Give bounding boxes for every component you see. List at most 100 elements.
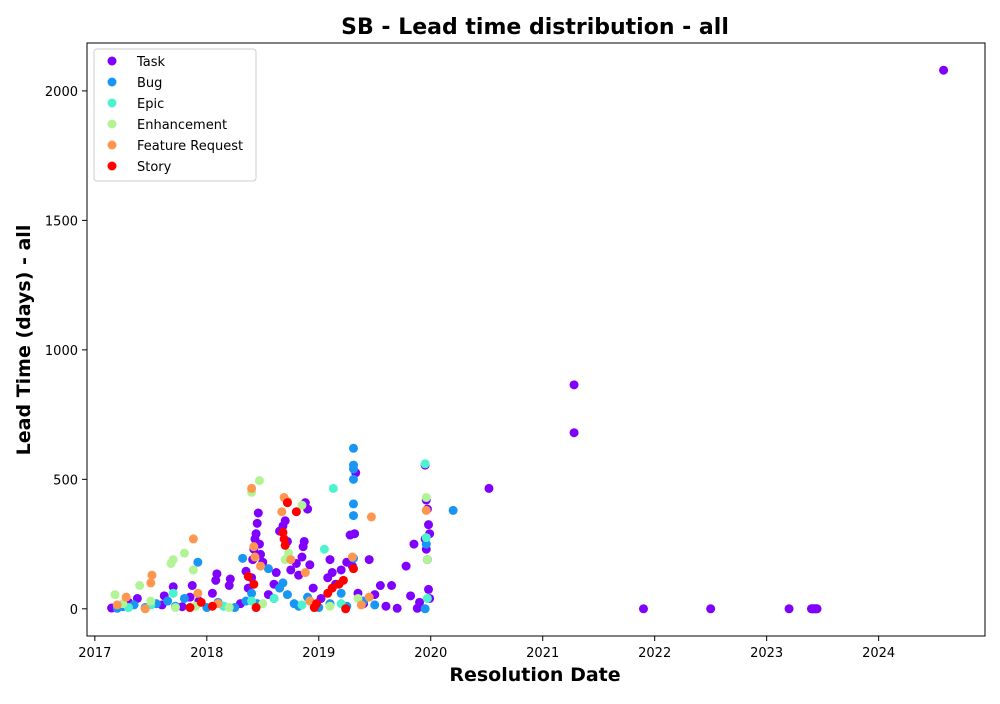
x-tick-label: 2017 bbox=[78, 646, 111, 661]
data-point bbox=[422, 593, 432, 603]
data-point bbox=[327, 583, 337, 593]
plot-area: 2017 2018 2019 2020 2021 2022 2023 2024 0 500 1000… bbox=[45, 42, 986, 661]
data-point bbox=[193, 557, 203, 567]
data-point bbox=[370, 600, 380, 610]
data-point bbox=[249, 579, 259, 589]
data-point bbox=[146, 578, 156, 588]
data-point bbox=[168, 582, 178, 592]
data-point bbox=[336, 565, 346, 575]
data-point bbox=[280, 516, 290, 526]
data-point bbox=[269, 593, 279, 603]
data-point bbox=[282, 590, 292, 600]
data-point bbox=[348, 564, 358, 574]
data-point bbox=[252, 518, 262, 528]
data-point bbox=[254, 476, 264, 486]
legend-marker bbox=[107, 119, 117, 129]
data-point bbox=[249, 542, 259, 552]
data-point bbox=[308, 583, 318, 593]
data-point bbox=[312, 599, 322, 609]
data-point bbox=[280, 540, 290, 550]
data-point bbox=[140, 604, 150, 614]
data-point bbox=[421, 492, 431, 502]
data-point bbox=[258, 599, 268, 609]
data-point bbox=[286, 555, 296, 565]
data-point bbox=[356, 600, 366, 610]
series-feature-request bbox=[112, 483, 431, 614]
data-point bbox=[327, 568, 337, 578]
data-point bbox=[300, 568, 310, 578]
x-tick-label: 2020 bbox=[414, 646, 447, 661]
data-point bbox=[448, 505, 458, 515]
data-point bbox=[247, 596, 257, 606]
data-point bbox=[177, 602, 187, 612]
data-point bbox=[305, 560, 315, 570]
legend-marker bbox=[107, 77, 117, 87]
legend-label: Task bbox=[136, 55, 166, 70]
data-point bbox=[207, 588, 217, 598]
data-point bbox=[121, 592, 131, 602]
data-point bbox=[569, 428, 579, 438]
data-point bbox=[212, 569, 222, 579]
series-epic bbox=[123, 459, 432, 613]
data-point bbox=[135, 581, 145, 591]
data-point bbox=[163, 596, 173, 606]
data-point bbox=[179, 593, 189, 603]
legend-label: Enhancement bbox=[137, 118, 227, 133]
data-point bbox=[424, 520, 434, 530]
data-point bbox=[319, 544, 329, 554]
data-point bbox=[243, 571, 253, 581]
data-point bbox=[170, 603, 180, 613]
data-point bbox=[168, 555, 178, 565]
data-point bbox=[421, 533, 431, 543]
data-point bbox=[299, 536, 309, 546]
data-point bbox=[278, 578, 288, 588]
legend: Task Bug Epic Enhancement Feature Request Sto… bbox=[93, 48, 257, 182]
series-enhancement bbox=[110, 476, 432, 613]
data-point bbox=[247, 483, 257, 493]
x-axis-label: Resolution Date bbox=[449, 664, 620, 686]
data-point bbox=[706, 604, 716, 614]
data-point bbox=[420, 459, 430, 469]
data-point bbox=[286, 565, 296, 575]
x-tick-label: 2018 bbox=[190, 646, 223, 661]
data-point bbox=[147, 570, 157, 580]
data-point bbox=[406, 591, 416, 601]
data-point bbox=[297, 500, 307, 510]
data-point bbox=[297, 552, 307, 562]
data-point bbox=[179, 548, 189, 558]
data-point bbox=[348, 499, 358, 509]
data-point bbox=[112, 600, 122, 610]
data-point bbox=[401, 561, 411, 571]
y-tick-label: 2000 bbox=[45, 85, 78, 100]
legend-label: Epic bbox=[137, 97, 164, 112]
data-point bbox=[336, 588, 346, 598]
data-point bbox=[338, 575, 348, 585]
data-point bbox=[366, 512, 376, 522]
data-point bbox=[256, 561, 266, 571]
data-point bbox=[146, 596, 156, 606]
data-point bbox=[187, 581, 197, 591]
data-point bbox=[409, 539, 419, 549]
legend-label: Story bbox=[137, 160, 172, 175]
data-point bbox=[422, 555, 432, 565]
data-point bbox=[421, 539, 431, 549]
data-point bbox=[348, 511, 358, 521]
data-point bbox=[247, 588, 257, 598]
data-point bbox=[193, 588, 203, 598]
data-point bbox=[250, 552, 260, 562]
data-point bbox=[350, 529, 360, 539]
data-point bbox=[225, 574, 235, 584]
data-point bbox=[251, 603, 261, 613]
data-point bbox=[375, 581, 385, 591]
legend-marker bbox=[107, 98, 117, 108]
legend-marker bbox=[107, 161, 117, 171]
data-point bbox=[569, 380, 579, 390]
data-point bbox=[207, 601, 217, 611]
data-point bbox=[277, 507, 287, 517]
data-point bbox=[348, 443, 358, 453]
data-point bbox=[415, 597, 425, 607]
x-tick-label: 2024 bbox=[862, 646, 895, 661]
data-point bbox=[188, 534, 198, 544]
